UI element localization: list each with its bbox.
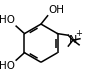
Text: HO: HO [0,15,15,25]
Text: OH: OH [48,5,64,15]
Text: +: + [75,29,82,38]
Text: HO: HO [0,61,15,71]
Text: N: N [69,35,77,45]
